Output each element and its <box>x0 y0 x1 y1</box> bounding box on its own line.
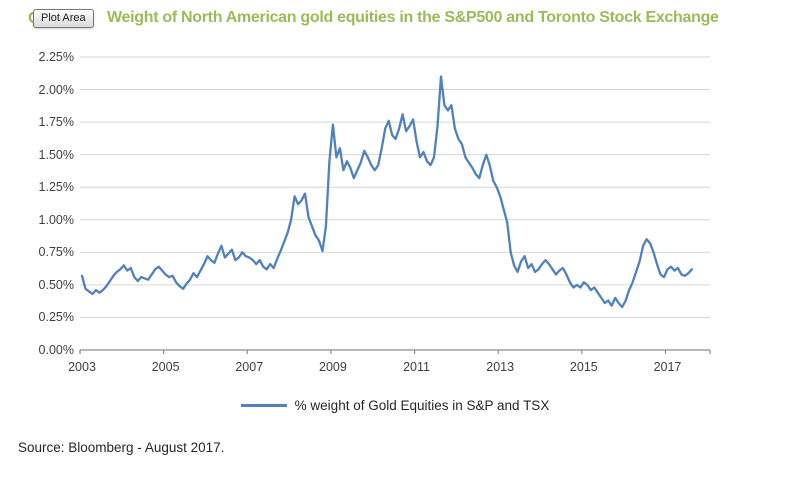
legend: % weight of Gold Equities in S&P and TSX <box>0 398 790 413</box>
x-axis-tick-label: 2017 <box>653 360 682 374</box>
x-axis-tick-label: 2015 <box>569 360 598 374</box>
x-axis-tick-label: 2011 <box>403 360 430 374</box>
y-axis-tick-label: 1.50% <box>38 147 74 162</box>
plot-area-tooltip-label: Plot Area <box>41 12 86 24</box>
y-axis-tick-label: 0.00% <box>38 343 74 357</box>
y-axis-tick-label: 2.25% <box>38 50 74 64</box>
legend-label: % weight of Gold Equities in S&P and TSX <box>294 398 550 413</box>
x-axis-tick-label: 2013 <box>486 360 515 374</box>
series-line <box>80 75 694 309</box>
y-axis-tick-label: 0.50% <box>38 277 74 292</box>
y-axis-tick-label: 1.75% <box>38 115 74 130</box>
y-axis-tick-label: 0.25% <box>38 310 74 325</box>
legend-line-swatch <box>240 404 287 407</box>
plot-area-tooltip: Plot Area <box>33 9 94 28</box>
chart-title: Weight of North American gold equities i… <box>107 9 719 26</box>
source-note: Source: Bloomberg - August 2017. <box>18 440 225 455</box>
y-axis-tick-label: 1.00% <box>38 212 74 227</box>
y-axis-tick-label: 2.00% <box>38 82 74 97</box>
x-axis-tick-label: 2009 <box>319 360 347 374</box>
x-axis-tick-label: 2007 <box>235 360 264 374</box>
y-axis-tick-label: 1.25% <box>38 180 74 195</box>
x-axis-tick-label: 2003 <box>68 360 96 374</box>
y-axis-tick-label: 0.75% <box>38 245 74 260</box>
x-axis-tick-label: 2005 <box>151 360 180 374</box>
